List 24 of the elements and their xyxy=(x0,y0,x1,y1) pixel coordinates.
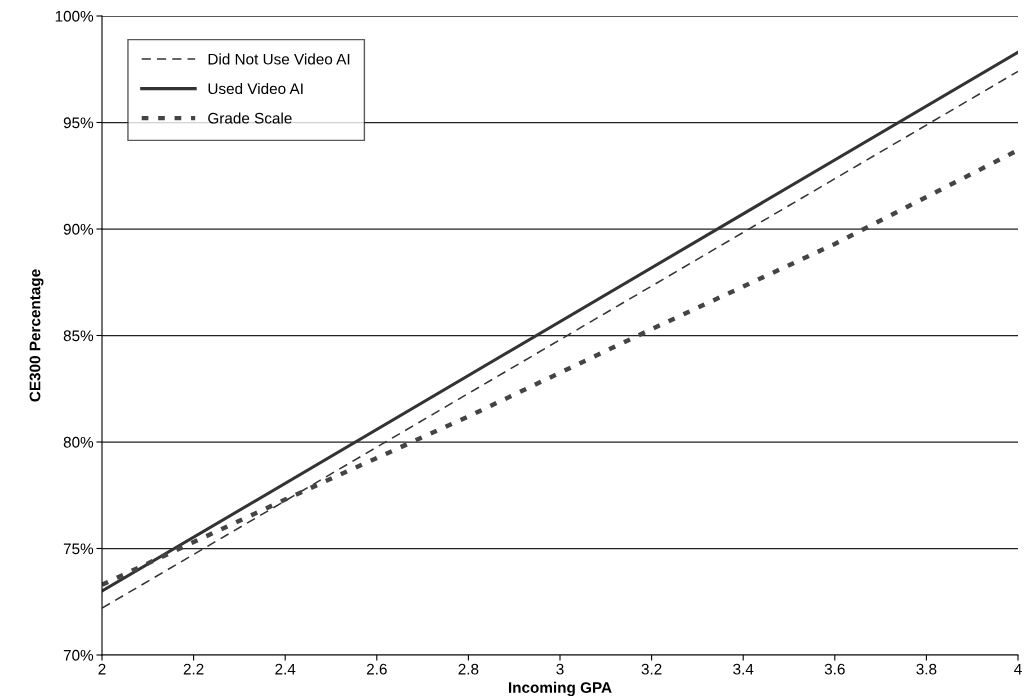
y-tick-label: 95% xyxy=(63,117,94,129)
legend-label: Grade Scale xyxy=(208,112,292,124)
y-tick-label: 90% xyxy=(63,223,94,235)
x-tick-label: 2 xyxy=(98,663,106,675)
y-axis-title: CE300 Percentage xyxy=(29,269,44,402)
x-tick-label: 2.2 xyxy=(183,663,204,675)
y-tick-label: 70% xyxy=(63,649,94,661)
x-tick-label: 2.6 xyxy=(366,663,387,675)
x-tick-label: 3 xyxy=(556,663,564,675)
y-tick-label: 100% xyxy=(55,10,94,22)
legend-label: Used Video AI xyxy=(208,82,303,95)
x-tick-label: 3.8 xyxy=(916,663,937,675)
y-tick-label: 85% xyxy=(63,330,94,342)
legend-label: Did Not Use Video AI xyxy=(208,53,350,65)
y-tick-label: 75% xyxy=(63,543,94,555)
line-series xyxy=(102,147,1018,587)
x-tick-label: 3.2 xyxy=(641,663,662,675)
x-tick-label: 3.6 xyxy=(824,663,845,675)
x-tick-label: 3.4 xyxy=(733,663,754,675)
x-tick-label: 2.8 xyxy=(458,663,479,675)
x-tick-label: 4 xyxy=(1014,663,1022,675)
x-axis-title: Incoming GPA xyxy=(508,681,612,697)
y-tick-label: 80% xyxy=(63,436,94,448)
x-tick-label: 2.4 xyxy=(275,663,296,675)
